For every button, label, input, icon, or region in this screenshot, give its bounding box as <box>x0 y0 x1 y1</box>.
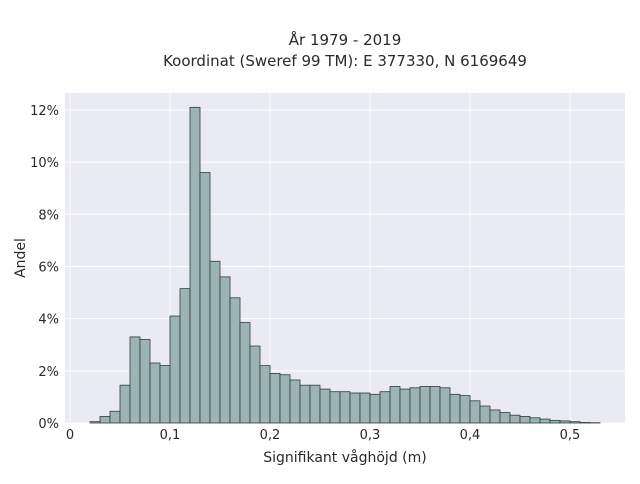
histogram-bar <box>360 393 370 423</box>
y-tick-label: 2% <box>38 365 59 380</box>
x-axis-ticks: 0 0,1 0,2 0,3 0,4 0,5 <box>66 428 580 443</box>
y-tick-label: 6% <box>38 260 59 275</box>
histogram-bar <box>340 392 350 423</box>
histogram-bar <box>240 323 250 423</box>
histogram-bar <box>570 422 580 423</box>
histogram-bar <box>120 385 130 423</box>
x-tick-label: 0,5 <box>560 428 581 443</box>
y-tick-label: 0% <box>38 417 59 432</box>
histogram-bar <box>130 337 140 423</box>
histogram-bar <box>100 416 110 423</box>
histogram-bar <box>210 261 220 423</box>
histogram-bar <box>260 366 270 423</box>
histogram-bar <box>450 394 460 423</box>
histogram-bar <box>300 385 310 423</box>
histogram-bar <box>230 298 240 423</box>
x-tick-label: 0,3 <box>360 428 381 443</box>
histogram-bar <box>180 289 190 423</box>
histogram-bar <box>480 406 490 423</box>
x-tick-label: 0,1 <box>160 428 181 443</box>
histogram-bar <box>550 420 560 423</box>
histogram-bar <box>510 415 520 423</box>
histogram-bar <box>390 386 400 423</box>
histogram-bar <box>430 386 440 423</box>
histogram-bar <box>560 421 570 423</box>
histogram-bar <box>420 386 430 423</box>
y-axis-label: Andel <box>13 238 29 278</box>
histogram-bar <box>540 419 550 423</box>
histogram-bar <box>350 393 360 423</box>
histogram-bar <box>250 346 260 423</box>
histogram-bar <box>440 388 450 423</box>
histogram-bar <box>150 363 160 423</box>
histogram-bar <box>410 388 420 423</box>
chart-subtitle: Koordinat (Sweref 99 TM): E 377330, N 61… <box>163 52 527 70</box>
x-tick-label: 0,2 <box>260 428 281 443</box>
histogram-bar <box>190 107 200 423</box>
histogram-bar <box>270 373 280 423</box>
histogram-bar <box>310 385 320 423</box>
x-tick-label: 0,4 <box>460 428 481 443</box>
histogram-bar <box>370 394 380 423</box>
y-tick-label: 10% <box>30 156 59 171</box>
y-tick-label: 8% <box>38 208 59 223</box>
histogram-bar <box>290 380 300 423</box>
histogram-bar <box>170 316 180 423</box>
histogram-bar <box>320 389 330 423</box>
histogram-bar <box>500 413 510 423</box>
histogram-bar <box>580 422 590 423</box>
histogram-bar <box>380 392 390 423</box>
chart-title: År 1979 - 2019 <box>289 30 402 49</box>
histogram-bar <box>90 422 100 423</box>
x-axis-label: Signifikant våghöjd (m) <box>263 449 426 466</box>
histogram-bar <box>400 389 410 423</box>
histogram-bar <box>530 418 540 423</box>
y-tick-label: 4% <box>38 313 59 328</box>
histogram-bar <box>110 411 120 423</box>
histogram-bar <box>460 396 470 423</box>
y-axis-ticks: 0% 2% 4% 6% 8% 10% 12% <box>30 104 59 432</box>
histogram-bar <box>220 277 230 423</box>
histogram-bar <box>470 401 480 423</box>
x-tick-label: 0 <box>66 428 74 443</box>
histogram-bar <box>490 410 500 423</box>
histogram-bar <box>160 366 170 423</box>
histogram-bar <box>140 340 150 423</box>
histogram-bar <box>200 173 210 423</box>
histogram-bar <box>330 392 340 423</box>
histogram-bar <box>280 375 290 423</box>
y-tick-label: 12% <box>30 104 59 119</box>
histogram-bar <box>520 416 530 423</box>
